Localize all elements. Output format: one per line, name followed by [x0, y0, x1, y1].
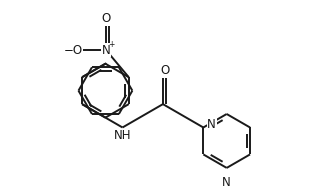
Text: N: N	[207, 118, 216, 131]
Text: +: +	[109, 40, 115, 49]
Text: N: N	[102, 44, 111, 57]
Text: N: N	[222, 176, 231, 189]
Text: O: O	[160, 64, 170, 77]
Text: −O: −O	[64, 44, 83, 57]
Text: NH: NH	[114, 129, 131, 142]
Text: O: O	[102, 12, 111, 25]
